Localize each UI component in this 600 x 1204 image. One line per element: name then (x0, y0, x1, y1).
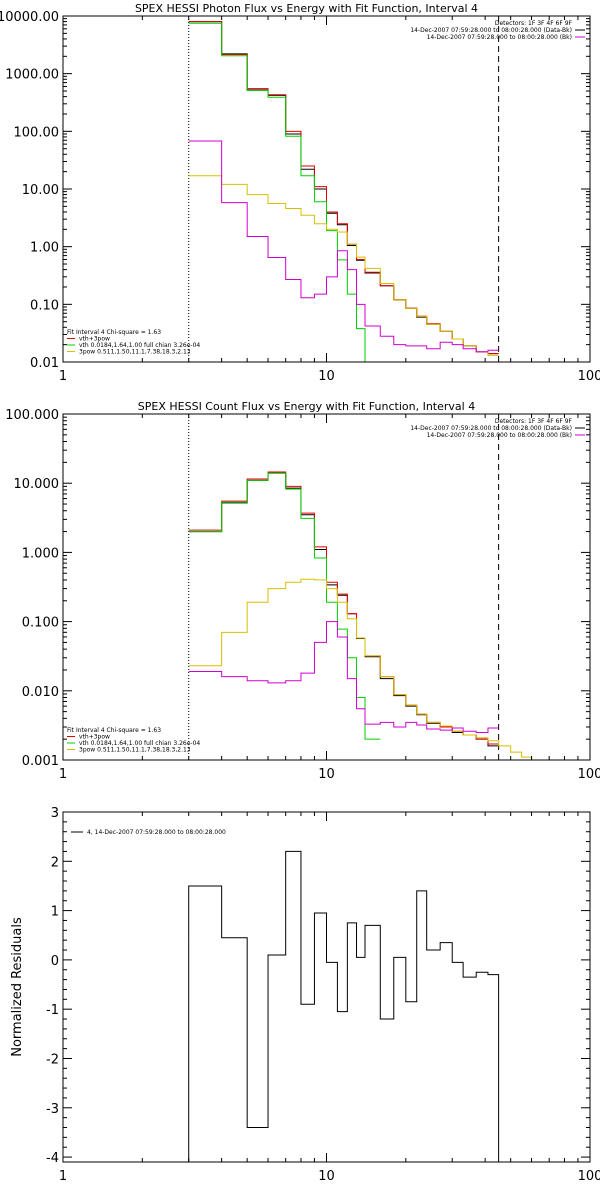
legend-entry-text: vth 0.0184,1.64,1.00 full chian 3.26e-04 (79, 342, 200, 349)
legend-entry-text: vth+3pow (79, 336, 110, 343)
plot-frame (62, 811, 591, 1163)
legend-entry-text: 4, 14-Dec-2007 07:59:28.000 to 08:00:28.… (87, 829, 226, 836)
y-tick-label: 1.00 (30, 241, 59, 256)
legend-entry-text: 14-Dec-2007 07:59:28.000 to 08:00:28.000… (427, 432, 572, 439)
series-line-data-bk (188, 21, 499, 355)
legend-entry-text: 14-Dec-2007 07:59:28.000 to 08:00:28.000… (410, 425, 572, 432)
x-tick-label: 1 (59, 1169, 67, 1184)
series-line-bk (188, 140, 499, 353)
legend-entry-text: Fit Interval 4 Chi-square = 1.63 (67, 727, 161, 734)
series-line-4-14-dec-2007-07-59-28-000-to-08-00-28-000 (188, 850, 500, 1162)
x-tick-label: 10 (318, 369, 335, 384)
y-tick-label: 10.000 (14, 477, 60, 492)
legend-entry-text: 14-Dec-2007 07:59:28.000 to 08:00:28.000… (410, 27, 572, 34)
x-tick-label: 10 (318, 1169, 335, 1184)
y-tick-label: 2 (51, 855, 59, 870)
legend-entry-text: vth+3pow (79, 734, 110, 741)
series-line-bk (188, 621, 499, 733)
y-tick-label: 1 (51, 905, 59, 920)
legend-entry-text: 3pow 0.511,1.50,11.1,7.38,18.3,2.13 (79, 349, 191, 356)
y-tick-label: -1 (46, 1003, 59, 1018)
legend-entry-text: Detectors: 1F 3F 4F 6F 9F (495, 20, 573, 27)
y-tick-label: 1000.00 (5, 68, 59, 83)
legend-entry-text: 14-Dec-2007 07:59:28.000 to 08:00:28.000… (427, 34, 572, 41)
y-tick-label: 10.00 (22, 183, 59, 198)
x-tick-label: 10 (318, 767, 335, 782)
chart-panel-2: SPEX HESSI Count Flux vs Energy with Fit… (5, 400, 600, 782)
plot-area (188, 414, 543, 760)
y-tick-label: 100.00 (14, 125, 60, 140)
series-line-3pow (188, 175, 499, 356)
x-tick-label: 1 (59, 369, 67, 384)
legend-entry-text: Detectors: 1F 3F 4F 6F 9F (495, 418, 573, 425)
y-axis-label: Normalized Residuals (10, 917, 25, 1057)
series-line-vth-3pow (188, 21, 499, 355)
y-tick-label: 100.000 (5, 408, 59, 423)
plot-area (188, 16, 500, 362)
plot-area (188, 850, 500, 1162)
y-tick-label: -4 (46, 1151, 59, 1166)
legend-entry-text: Fit Interval 4 Chi-square = 1.63 (67, 329, 161, 336)
chart-panel-1: SPEX HESSI Photon Flux vs Energy with Fi… (0, 2, 600, 384)
y-tick-label: -2 (46, 1052, 59, 1067)
legend-entry-text: vth 0.0184,1.64,1.00 full chian 3.26e-04 (79, 740, 200, 747)
series-line-vth-3pow (188, 471, 499, 745)
y-tick-label: 0.10 (30, 298, 59, 313)
y-tick-label: -3 (46, 1102, 59, 1117)
chart-panel-3: 1 10 100 -4 -3 -2 -1 0 1 2 3 Normalized Residuals 4,… (10, 806, 600, 1184)
series-line-vth (188, 472, 381, 740)
y-tick-label: 0.010 (22, 685, 59, 700)
x-tick-label: 100 (578, 1169, 600, 1184)
chart-title: SPEX HESSI Photon Flux vs Energy with Fi… (135, 2, 478, 15)
y-tick-label: 1.000 (22, 546, 59, 561)
x-tick-label: 100 (578, 369, 600, 384)
x-tick-label: 100 (578, 767, 600, 782)
chart-title: SPEX HESSI Count Flux vs Energy with Fit… (138, 400, 475, 413)
y-tick-label: 0.100 (22, 616, 59, 631)
y-tick-label: 0.01 (30, 356, 59, 371)
legend-entry-text: 3pow 0.511,1.50,11.1,7.38,18.3,2.13 (79, 747, 191, 754)
y-tick-label: 10000.00 (0, 10, 59, 25)
series-line-3pow (188, 578, 543, 760)
y-tick-label: 3 (51, 806, 59, 821)
series-line-data-bk (188, 472, 499, 747)
x-tick-label: 1 (59, 767, 67, 782)
y-tick-label: 0 (51, 954, 59, 969)
y-tick-label: 0.001 (22, 754, 59, 769)
series-line-vth (188, 22, 366, 362)
